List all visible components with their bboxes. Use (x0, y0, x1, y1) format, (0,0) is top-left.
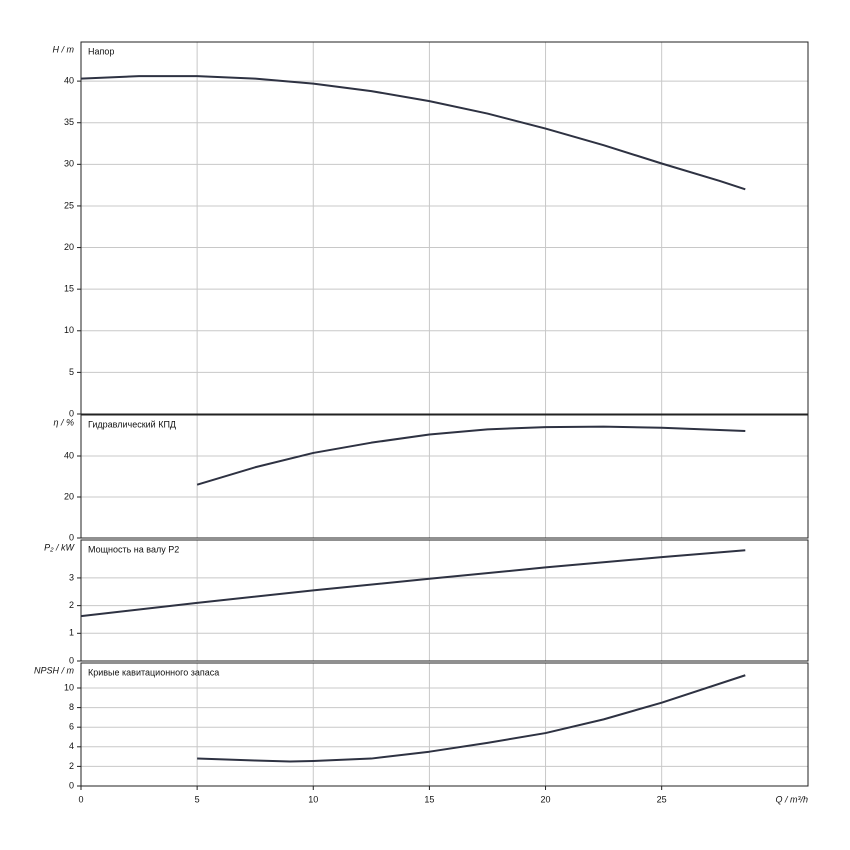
panel-title: Гидравлический КПД (88, 419, 176, 429)
x-tick-label: 25 (657, 794, 667, 804)
y-axis-label: P₂ / kW (44, 542, 75, 552)
y-tick-label: 10 (64, 325, 74, 335)
y-tick-label: 2 (69, 761, 74, 771)
panel-title: Напор (88, 46, 114, 56)
y-tick-label: 4 (69, 741, 74, 751)
y-tick-label: 40 (64, 450, 74, 460)
y-tick-label: 20 (64, 242, 74, 252)
panel-title: Мощность на валу P2 (88, 544, 179, 554)
x-axis-label: Q / m³/h (775, 794, 808, 804)
y-tick-label: 0 (69, 655, 74, 665)
y-tick-label: 35 (64, 117, 74, 127)
curve (196, 425, 746, 486)
x-tick-label: 10 (308, 794, 318, 804)
y-tick-label: 10 (64, 682, 74, 692)
y-tick-label: 30 (64, 159, 74, 169)
y-tick-label: 0 (69, 408, 74, 418)
y-tick-label: 40 (64, 75, 74, 85)
y-tick-label: 0 (69, 532, 74, 542)
x-tick-label: 5 (195, 794, 200, 804)
x-tick-label: 0 (78, 794, 83, 804)
y-axis-label: H / m (53, 44, 75, 54)
y-tick-label: 0 (69, 780, 74, 790)
curve (80, 549, 746, 618)
plot-frame (80, 414, 809, 539)
y-tick-label: 15 (64, 284, 74, 294)
x-tick-label: 20 (541, 794, 551, 804)
panel-title: Кривые кавитационного запаса (88, 667, 219, 677)
y-axis-label: η / % (53, 417, 74, 427)
curve (80, 75, 746, 191)
plot-frame (80, 539, 809, 662)
y-tick-label: 20 (64, 491, 74, 501)
y-axis-label: NPSH / m (34, 665, 75, 675)
y-tick-label: 8 (69, 702, 74, 712)
plot-frame (80, 662, 809, 787)
y-tick-label: 25 (64, 200, 74, 210)
x-tick-label: 15 (424, 794, 434, 804)
y-tick-label: 6 (69, 722, 74, 732)
y-tick-label: 5 (69, 367, 74, 377)
plot-frame (80, 41, 809, 415)
curve (197, 674, 746, 763)
y-tick-label: 1 (69, 628, 74, 638)
y-tick-label: 3 (69, 572, 74, 582)
y-tick-label: 2 (69, 600, 74, 610)
